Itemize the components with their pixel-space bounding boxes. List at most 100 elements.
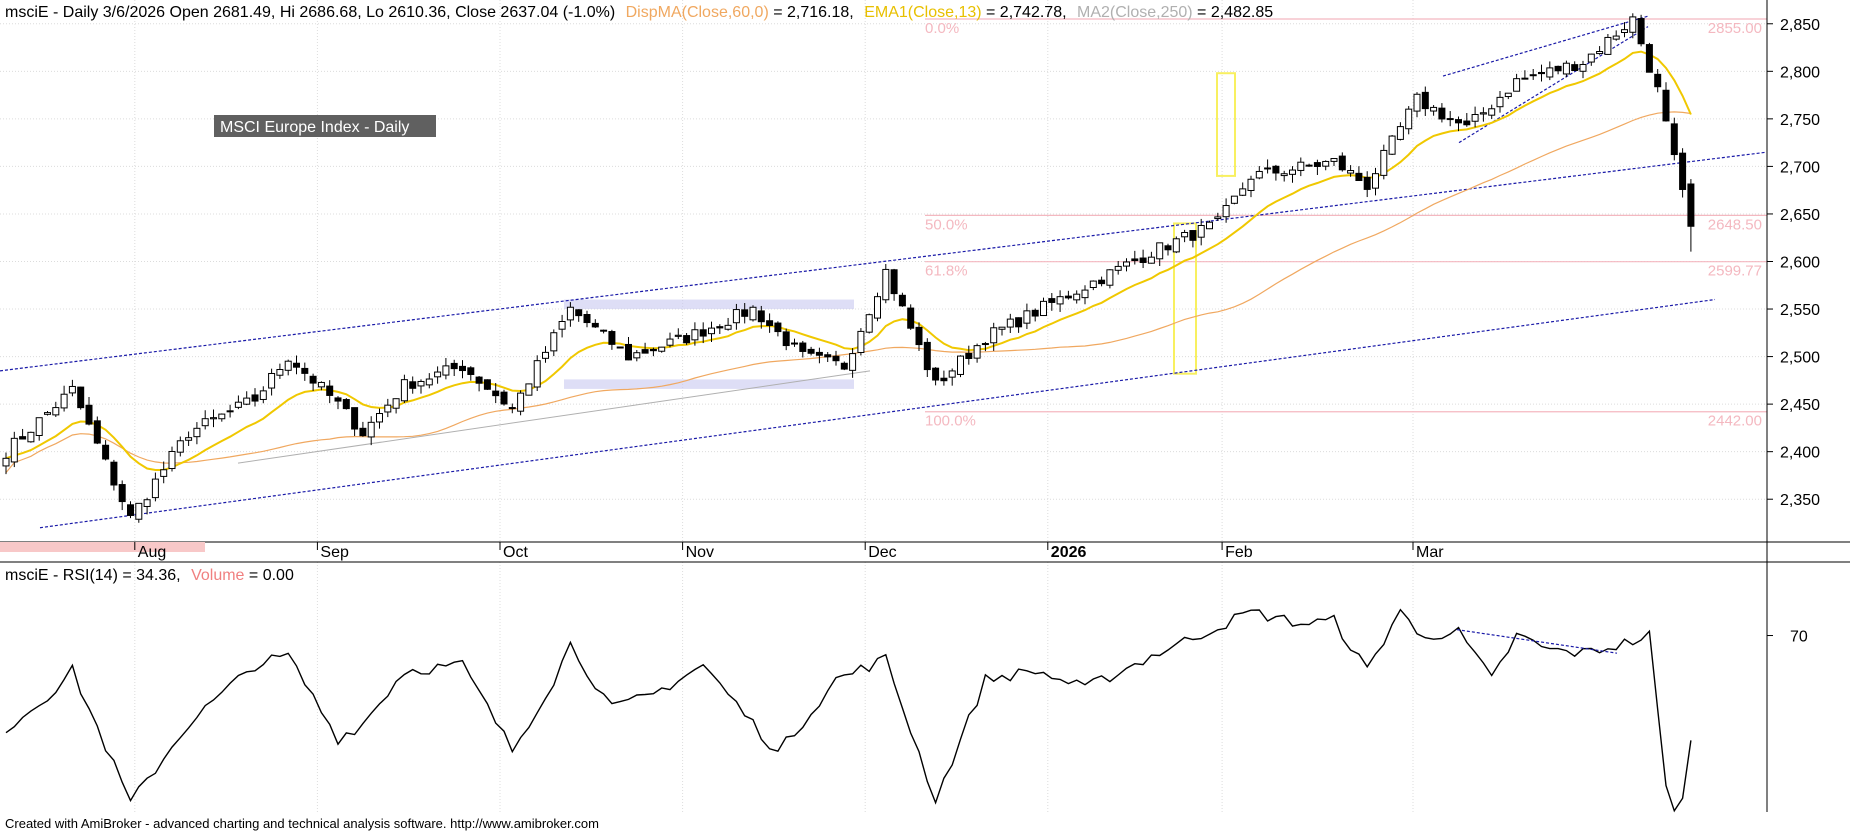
candle-body <box>1023 310 1031 324</box>
candle-body <box>1645 44 1653 73</box>
candle-body <box>1073 293 1081 301</box>
fib-percent-label: 100.0% <box>925 413 976 430</box>
candle-body <box>1604 36 1612 55</box>
candle-body <box>442 365 450 376</box>
candle-body <box>1405 108 1413 130</box>
price-tick-label: 2,850 <box>1780 17 1820 34</box>
fib-value-label: 2648.50 <box>1708 216 1762 233</box>
candle-body <box>1305 164 1313 167</box>
price-tick-label: 2,750 <box>1780 112 1820 129</box>
month-label: 2026 <box>1051 544 1087 561</box>
header-symbol-line: msciE - Daily 3/6/2026 Open 2681.49, Hi … <box>5 4 615 21</box>
candle-body <box>691 329 699 341</box>
candle-body <box>882 268 890 301</box>
candle-body <box>243 397 251 405</box>
candle-body <box>210 417 217 420</box>
candle-body <box>1571 64 1579 71</box>
candle-body <box>840 362 848 370</box>
candle-body <box>799 342 807 352</box>
title-box-bg <box>214 115 436 137</box>
moving-averages <box>5 50 1692 473</box>
candle-body <box>1479 112 1487 115</box>
candle-body <box>1222 205 1230 218</box>
candle-body <box>1289 169 1296 175</box>
candle-body <box>193 427 201 438</box>
candle-body <box>1123 261 1130 267</box>
candle-body <box>981 343 989 346</box>
footer-credit: Created with AmiBroker - advanced charti… <box>5 816 599 831</box>
candle-body <box>1554 65 1562 72</box>
resistance-zone <box>564 299 854 310</box>
candle-body <box>533 360 541 388</box>
channel-trendline <box>39 298 1716 529</box>
price-tick-label: 2,600 <box>1780 254 1820 271</box>
candle-body <box>1297 161 1305 171</box>
header-ema-label: EMA1(Close,13) <box>864 4 981 21</box>
candle-body <box>716 326 724 329</box>
candle-body <box>1413 93 1421 112</box>
candle-body <box>376 413 383 423</box>
candle-body <box>1197 224 1205 238</box>
price-tick-label: 2,350 <box>1780 492 1820 509</box>
candle-body <box>1612 35 1620 40</box>
candle-body <box>110 461 118 486</box>
candle-body <box>1313 162 1321 167</box>
candle-body <box>749 306 757 321</box>
candle-body <box>1114 265 1122 271</box>
candle-body <box>1272 165 1280 174</box>
price-tick-label: 2,700 <box>1780 159 1820 176</box>
candle-body <box>1455 119 1462 124</box>
candle-body <box>575 309 583 317</box>
ema13-line <box>5 50 1692 471</box>
header-ma-value: = 2,482.85 <box>1197 4 1273 21</box>
candle-body <box>1637 18 1645 45</box>
candle-body <box>1372 173 1379 189</box>
fib-value-label: 2599.77 <box>1708 263 1762 280</box>
candle-body <box>525 383 533 396</box>
candle-body <box>1629 16 1637 33</box>
candle-body <box>583 313 591 324</box>
candle-body <box>85 404 93 425</box>
candle-body <box>658 346 666 352</box>
candle-body <box>1040 300 1047 317</box>
rsi-line <box>5 608 1692 813</box>
candle-body <box>127 504 134 516</box>
candle-body <box>409 381 417 389</box>
candle-body <box>434 371 442 378</box>
price-axis-ticks: 2,350 2,400 2,450 2,500 2,550 2,600 2,650 2,700… <box>1767 17 1820 509</box>
gray-trendline <box>237 370 871 464</box>
candle-body <box>293 362 300 368</box>
candle-body <box>102 444 110 460</box>
fib-percent-label: 61.8% <box>925 263 968 280</box>
candle-body <box>1031 309 1039 317</box>
candle-body <box>475 376 483 384</box>
fib-percent-label: 0.0% <box>925 20 959 37</box>
candle-body <box>151 478 159 499</box>
candle-body <box>1056 296 1064 305</box>
candle-body <box>1488 108 1496 116</box>
candle-body <box>683 335 691 344</box>
candle-body <box>1164 245 1172 251</box>
candle-body <box>143 499 151 507</box>
price-tick-label: 2,800 <box>1780 64 1820 81</box>
candle-body <box>1064 295 1072 299</box>
candle-body <box>1538 72 1545 75</box>
candle-body <box>1147 256 1155 264</box>
candle-body <box>1355 172 1363 182</box>
candle-body <box>44 412 51 415</box>
candle-body <box>874 296 881 319</box>
candle-body <box>732 309 740 324</box>
rsi-axis-ticks: 70 <box>1767 629 1808 646</box>
candle-body <box>973 345 981 359</box>
month-label: Oct <box>503 544 528 561</box>
rsi-line-path <box>5 608 1692 813</box>
candle-body <box>508 407 516 410</box>
month-label: Dec <box>868 544 896 561</box>
price-tick-label: 2,500 <box>1780 350 1820 367</box>
candle-body <box>1654 73 1662 88</box>
candle-body <box>791 342 798 345</box>
candle-body <box>301 367 309 374</box>
header-ma-label: MA2(Close,250) <box>1077 4 1193 21</box>
